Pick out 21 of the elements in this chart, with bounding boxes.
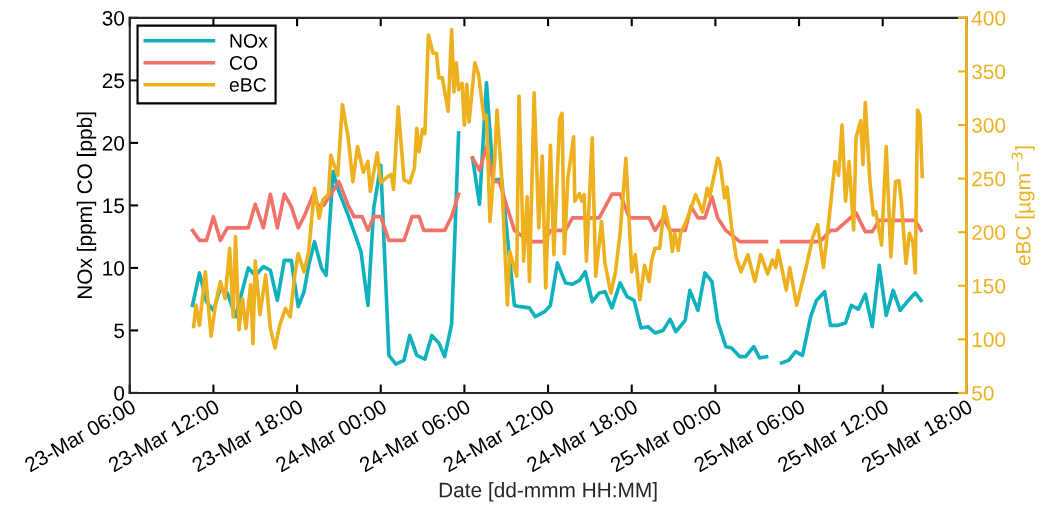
y2-tick-label: 300 — [972, 118, 1006, 133]
y-axis-title: NOx [ppm] CO [ppb] — [76, 112, 97, 299]
y2-tick-label: 400 — [971, 10, 1006, 26]
y2-tick-label: 150 — [972, 278, 1006, 294]
legend-label: CO — [229, 55, 258, 70]
y-tick-label: 25 — [102, 73, 125, 89]
y2-tick-label: 200 — [972, 225, 1006, 240]
y2-tick-label: 100 — [972, 332, 1006, 348]
x-axis-title: Date [dd-mmm HH:MM] — [439, 482, 657, 502]
y-tick-label: 15 — [103, 198, 125, 214]
legend-label: NOx — [230, 33, 268, 48]
y-tick-label: 30 — [102, 10, 125, 26]
legend-label: eBC — [229, 77, 267, 92]
y2-tick-label: 350 — [972, 64, 1006, 80]
y-tick-label: 20 — [102, 135, 125, 151]
y2-tick-label: 250 — [972, 171, 1006, 187]
y-tick-label: 0 — [114, 385, 125, 401]
y-tick-label: 5 — [114, 323, 125, 339]
y-tick-label: 10 — [103, 260, 125, 276]
y2-axis-title: eBC [µgm$^{−3}$] — [1011, 146, 1035, 266]
y2-tick-label: 50 — [972, 385, 994, 401]
